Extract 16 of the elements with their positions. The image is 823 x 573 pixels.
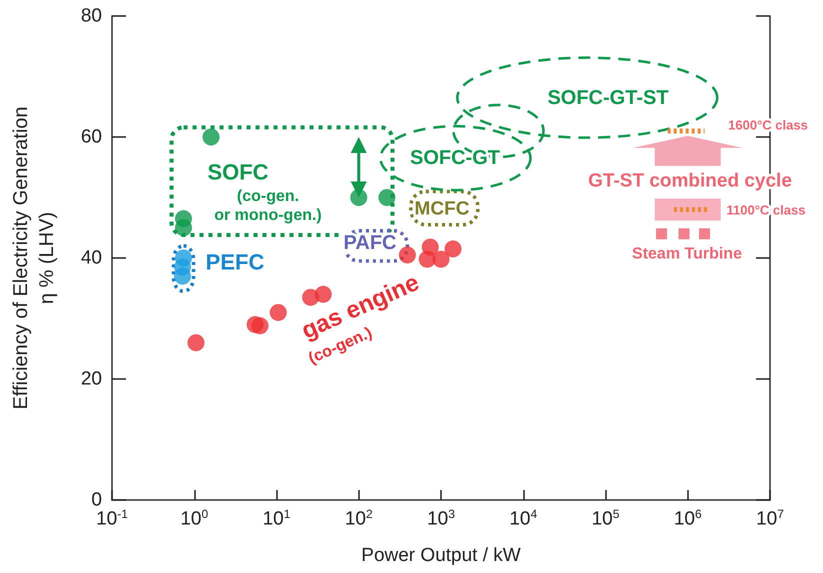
annotation: PAFC (344, 232, 396, 254)
annotation: (co-gen. or mono-gen.) (214, 188, 322, 224)
x-axis-title: Power Output / kW (361, 545, 521, 566)
annotation: SOFC-GT-ST (547, 87, 669, 109)
y-tick-label: 40 (80, 248, 102, 268)
y-tick-label: 0 (91, 490, 102, 510)
annotation: Steam Turbine (632, 246, 742, 263)
annotation: 1100°C class (726, 202, 806, 218)
annotation: SOFC (207, 160, 269, 185)
y-tick-label: 20 (80, 368, 102, 390)
y-tick-label: 60 (80, 126, 102, 148)
y-tick-label: 80 (80, 6, 102, 26)
annotation: MCFC (414, 198, 470, 220)
annotation: SOFC-GT (410, 147, 500, 169)
y-axis-title: Efficiency of Electricity Generation η % (LHV) (10, 106, 58, 410)
annotation: PEFC (206, 250, 264, 275)
